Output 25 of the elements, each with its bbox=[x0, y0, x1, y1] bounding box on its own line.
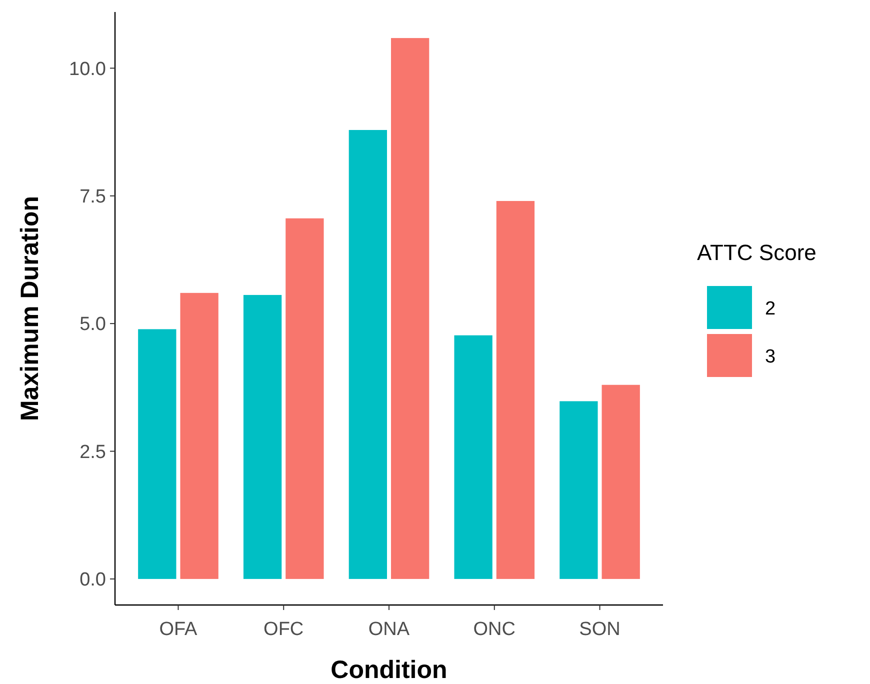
x-axis-title: Condition bbox=[330, 656, 448, 684]
y-tick-label: 5.0 bbox=[80, 314, 106, 336]
bar bbox=[391, 38, 430, 579]
bar bbox=[496, 200, 535, 579]
bar bbox=[348, 130, 387, 579]
x-tick-label: OFA bbox=[159, 619, 198, 640]
bar bbox=[560, 401, 598, 579]
y-tick-label: 7.5 bbox=[80, 186, 106, 208]
x-tick-label: ONC bbox=[473, 619, 516, 640]
bar bbox=[180, 292, 218, 579]
y-tick-label: 0.0 bbox=[80, 570, 106, 591]
y-tick-label: 10.0 bbox=[69, 58, 106, 80]
y-axis-title: Maximum Duration bbox=[16, 196, 44, 422]
x-tick-label: SON bbox=[579, 619, 620, 640]
bar bbox=[286, 218, 324, 579]
x-tick-label: ONA bbox=[368, 619, 410, 640]
bar bbox=[602, 384, 640, 579]
x-tick-label: OFC bbox=[264, 619, 304, 640]
bar bbox=[454, 335, 492, 579]
legend-title: ATTC Score bbox=[697, 240, 816, 265]
y-tick-label: 2.5 bbox=[80, 442, 106, 463]
legend-label: 3 bbox=[765, 346, 776, 368]
legend-label: 2 bbox=[765, 298, 776, 320]
bar bbox=[138, 329, 176, 579]
bar bbox=[243, 294, 282, 579]
